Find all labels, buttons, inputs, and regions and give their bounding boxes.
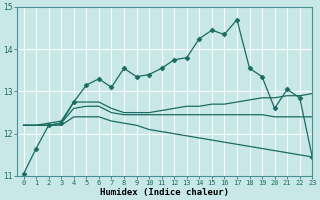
- X-axis label: Humidex (Indice chaleur): Humidex (Indice chaleur): [100, 188, 229, 197]
